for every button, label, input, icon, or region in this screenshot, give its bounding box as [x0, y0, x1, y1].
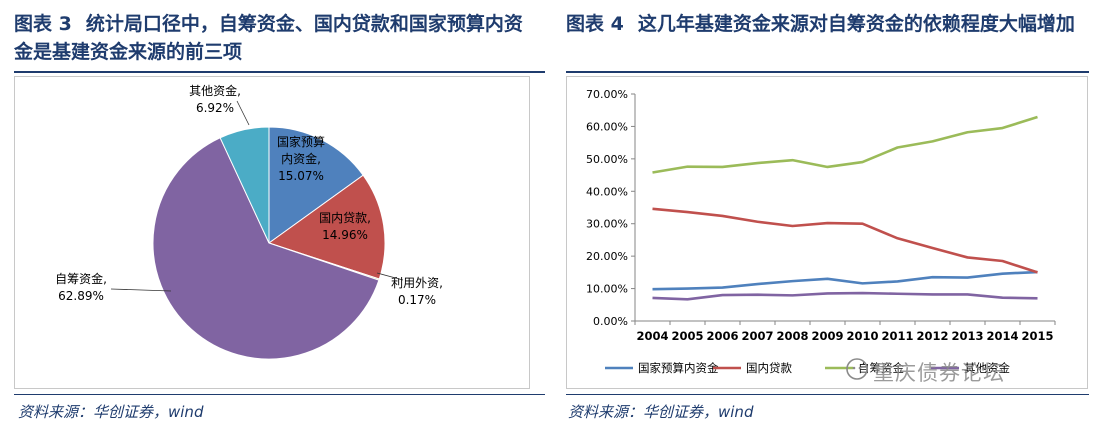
figure-3-title-text: 统计局口径中，自筹资金、国内贷款和国家预算内资金是基建资金来源的前三项 [14, 13, 523, 63]
x-tick-label: 2012 [916, 329, 948, 343]
x-tick-label: 2007 [741, 329, 773, 343]
x-tick-label: 2014 [986, 329, 1018, 343]
pie-data-label: 其他资金, 6.92% [189, 83, 241, 115]
legend-label: 其他资金 [964, 361, 1010, 375]
x-tick-label: 2015 [1021, 329, 1053, 343]
x-tick-label: 2010 [846, 329, 878, 343]
pie-data-label: 国内贷款, 14.96% [319, 211, 371, 242]
pie-chart: 国家预算内资金, 15.07% 国内贷款, 14.96% 利用外资, 0.17% 自筹资金,… [55, 83, 443, 360]
pie-data-label: 利用外资, 0.17% [391, 276, 443, 307]
line-chart: 0.00% 10.00% 20.00% 30.00% 40.00% 50.00% 60.00… [586, 88, 1056, 375]
figure-3-title: 图表 3 统计局口径中，自筹资金、国内贷款和国家预算内资金是基建资金来源的前三项 [14, 10, 534, 66]
pie-leader-line [110, 288, 172, 292]
pie-slice [267, 174, 386, 280]
y-tick-label: 50.00% [586, 153, 628, 166]
pie-slice [152, 137, 380, 360]
y-tick-label: 40.00% [586, 185, 628, 198]
y-tick-label: 30.00% [586, 218, 628, 231]
series-line [652, 207, 1038, 274]
figure-4-source: 资料来源：华创证券，wind [568, 403, 754, 421]
x-tick-label: 2011 [881, 329, 913, 343]
pie-data-label: 自筹资金, 62.89% [55, 271, 107, 303]
title-rule [14, 71, 545, 73]
watermark-text: 重庆债券论坛 [873, 361, 1005, 385]
pie-leader-line [236, 100, 250, 126]
pie-slice [219, 126, 270, 244]
y-tick-label: 20.00% [586, 250, 628, 263]
legend-label: 自筹资金 [858, 361, 904, 375]
x-tick-label: 2008 [776, 329, 808, 343]
y-tick-label: 60.00% [586, 120, 628, 133]
figure-4-title-text: 这几年基建资金来源对自筹资金的依赖程度大幅增加 [637, 13, 1075, 35]
y-tick-label: 70.00% [586, 88, 628, 101]
y-tick-label: 10.00% [586, 283, 628, 296]
x-tick-label: 2005 [671, 329, 703, 343]
y-tick-label: 0.00% [593, 315, 628, 328]
pie-slice [268, 126, 364, 244]
figure-3-number: 图表 3 [14, 13, 72, 35]
x-tick-label: 2013 [951, 329, 983, 343]
x-tick-label: 2004 [636, 329, 668, 343]
series-line [652, 291, 1038, 301]
pie-leader-line [376, 272, 404, 281]
figure-3-panel: 图表 3 统计局口径中，自筹资金、国内贷款和国家预算内资金是基建资金来源的前三项 … [0, 0, 545, 431]
legend-label: 国家预算内资金 [638, 361, 719, 375]
pie-data-label: 国家预算内资金, 15.07% [277, 134, 325, 183]
x-tick-label: 2006 [706, 329, 738, 343]
series-line [652, 115, 1038, 174]
line-chart-frame: 0.00% 10.00% 20.00% 30.00% 40.00% 50.00% 60.00… [566, 76, 1088, 389]
wechat-icon [846, 358, 868, 380]
legend-label: 国内贷款 [746, 361, 792, 375]
bottom-rule [14, 394, 545, 395]
figure-4-title: 图表 4 这几年基建资金来源对自筹资金的依赖程度大幅增加 [566, 10, 1101, 38]
pie-chart-frame: 国家预算内资金, 15.07% 国内贷款, 14.96% 利用外资, 0.17% 自筹资金,… [14, 76, 530, 389]
figure-3-source: 资料来源：华创证券，wind [18, 403, 204, 421]
series-line [652, 270, 1038, 291]
bottom-rule [566, 394, 1089, 395]
x-tick-label: 2009 [811, 329, 843, 343]
figure-4-number: 图表 4 [566, 13, 624, 35]
title-rule [566, 71, 1089, 73]
figure-4-panel: 图表 4 这几年基建资金来源对自筹资金的依赖程度大幅增加 0.00% 10.00% 2… [560, 0, 1107, 431]
